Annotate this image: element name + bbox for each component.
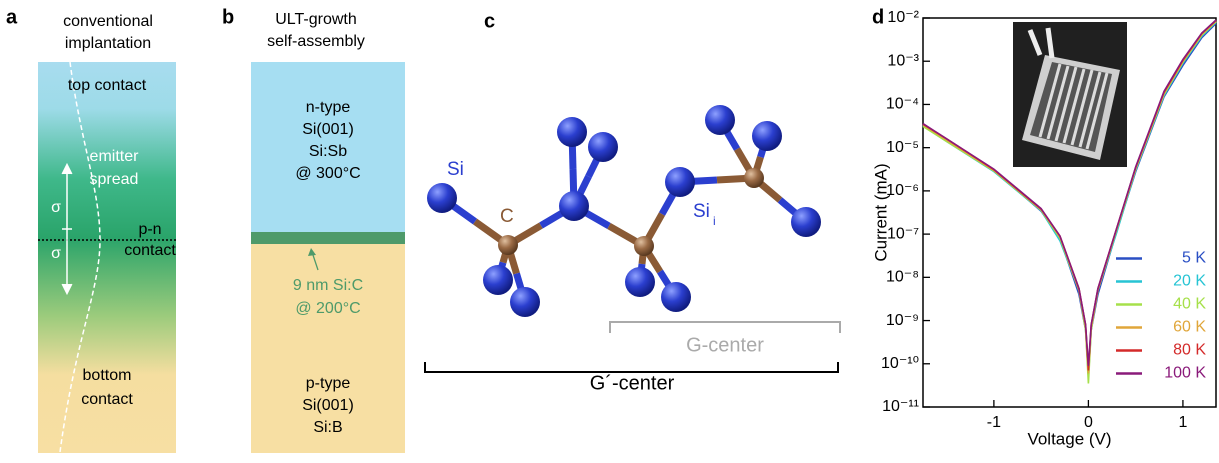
si-atom xyxy=(705,105,735,135)
layer-label: Si(001) xyxy=(302,121,354,138)
legend-label: 80 K xyxy=(1173,342,1206,359)
layer-label: @ 300°C xyxy=(295,165,360,182)
legend-label: 5 K xyxy=(1182,250,1206,267)
si-atom xyxy=(559,191,589,221)
y-tick-label: 10⁻⁷ xyxy=(887,225,919,242)
si-atom xyxy=(665,167,695,197)
layer-label: Si(001) xyxy=(302,397,354,414)
panel-title: self-assembly xyxy=(267,33,365,50)
layer-label: Si:B xyxy=(313,419,342,436)
si-atom xyxy=(483,265,513,295)
junction-label: contact xyxy=(124,242,176,259)
y-tick-label: 10⁻³ xyxy=(887,52,919,69)
panel-letter: a xyxy=(6,6,18,28)
c-atom xyxy=(744,168,764,188)
layer-label: bottom xyxy=(83,367,132,384)
si-atom xyxy=(510,287,540,317)
panel-title: ULT-growth xyxy=(275,11,357,28)
layer-label: top contact xyxy=(68,77,147,94)
junction-label: p-n xyxy=(138,221,161,238)
y-tick-label: 10⁻⁸ xyxy=(886,269,919,286)
g-center-label: G-center xyxy=(686,334,764,356)
x-tick-label: -1 xyxy=(987,414,1001,431)
y-tick-label: 10⁻² xyxy=(887,9,919,26)
figure: a conventional implantation top contact … xyxy=(0,0,1219,458)
c-atom xyxy=(634,236,654,256)
g-prime-bracket xyxy=(425,362,838,372)
sigma-label: σ xyxy=(51,199,61,216)
y-axis-label: Current (mA) xyxy=(871,163,890,261)
si-atom xyxy=(588,132,618,162)
y-tick-label: 10⁻¹¹ xyxy=(882,398,919,415)
page: {"panels": { "a": {"letter": "a", "title… xyxy=(0,0,1219,458)
layer-label: contact xyxy=(81,391,133,408)
atom-subscript: i xyxy=(713,214,716,228)
g-prime-label: G´-center xyxy=(590,372,675,394)
layer-label: p-type xyxy=(306,375,351,392)
panel-letter: b xyxy=(222,6,234,28)
layer-label: n-type xyxy=(306,99,351,116)
g-bracket xyxy=(610,322,840,333)
x-tick-label: 1 xyxy=(1178,414,1187,431)
x-axis-label: Voltage (V) xyxy=(1027,429,1111,448)
c-layer xyxy=(251,232,405,244)
si-atom xyxy=(661,282,691,312)
y-tick-label: 10⁻⁵ xyxy=(886,139,919,156)
si-atom xyxy=(752,121,782,151)
c-layer-label: 9 nm Si:C xyxy=(293,277,363,294)
c-atom xyxy=(498,235,518,255)
inset-image xyxy=(1013,22,1127,167)
emitter-label: emitter xyxy=(90,148,140,165)
layer-label: Si:Sb xyxy=(309,143,347,160)
y-tick-label: 10⁻⁶ xyxy=(886,182,919,199)
sigma-label: σ xyxy=(51,245,61,262)
panel-title: conventional xyxy=(63,13,153,30)
si-atom xyxy=(427,183,457,213)
emitter-label: spread xyxy=(90,171,139,188)
molecule xyxy=(427,105,821,317)
atom-label: C xyxy=(500,206,514,227)
legend-label: 60 K xyxy=(1173,319,1206,336)
atom-label: Si xyxy=(693,201,710,222)
y-tick-label: 10⁻⁴ xyxy=(886,96,919,113)
si-atom xyxy=(791,207,821,237)
atom-label: Si xyxy=(447,159,464,180)
c-layer-label: @ 200°C xyxy=(295,300,360,317)
legend-label: 100 K xyxy=(1164,365,1206,382)
panel-title: implantation xyxy=(65,35,151,52)
iv-chart: 10⁻¹¹ 10⁻¹⁰ 10⁻⁹ 10⁻⁸ 10⁻⁷ 10⁻⁶ 10⁻⁵ 10⁻⁴ 10⁻³ 10… xyxy=(871,6,1216,448)
legend-label: 20 K xyxy=(1173,273,1206,290)
legend-label: 40 K xyxy=(1173,296,1206,313)
panel-letter: d xyxy=(872,6,884,28)
si-atom xyxy=(625,267,655,297)
panel-letter: c xyxy=(484,10,495,32)
y-tick-label: 10⁻⁹ xyxy=(886,312,919,329)
y-tick-label: 10⁻¹⁰ xyxy=(881,355,919,372)
si-atom xyxy=(557,117,587,147)
